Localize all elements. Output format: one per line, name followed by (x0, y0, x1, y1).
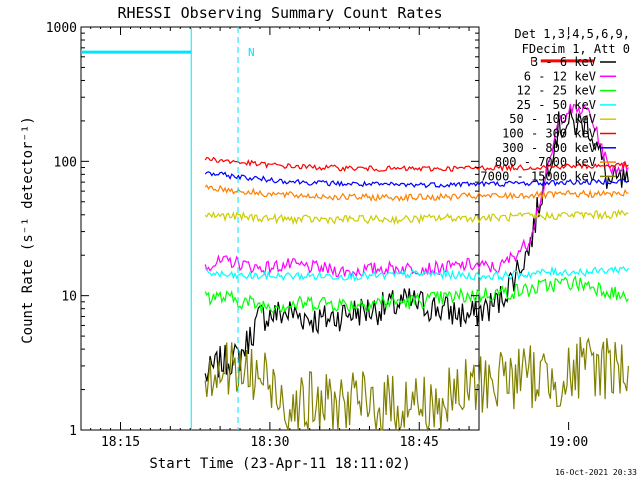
series-line (204, 156, 629, 173)
series-line (204, 208, 629, 226)
series-line (204, 108, 629, 382)
series-25-50-kev (204, 265, 629, 282)
series-line (204, 265, 629, 282)
plot-border (80, 26, 480, 431)
x-axis-label: Start Time (23-Apr-11 18:11:02) (149, 456, 410, 472)
series-line (204, 103, 629, 279)
series-line (204, 184, 629, 203)
series-line (204, 337, 629, 433)
series-100-300-kev (204, 156, 629, 173)
legend-entry-label: 800 - 7000 keV (495, 155, 596, 169)
flare-label: F (530, 55, 537, 68)
series-7000-15000-kev (204, 337, 629, 433)
chart-title: RHESSI Observing Summary Count Rates (117, 4, 442, 22)
x-tick-label: 18:15 (101, 435, 140, 450)
x-tick-label: 18:45 (400, 435, 439, 450)
annotation-layer: NSF (81, 27, 594, 430)
series-50-100-kev (204, 208, 629, 226)
legend-header-line-2: FDecim 1, Att 0 (522, 42, 630, 56)
y-tick-label: 1000 (46, 21, 77, 36)
series-6-12-kev (204, 103, 629, 279)
y-axis-label: Count Rate (s⁻¹ detector⁻¹) (20, 116, 36, 344)
footer-timestamp: 16-Oct-2021 20:33 (555, 468, 637, 477)
legend-header-line-1: Det 1,3,4,5,6,9, (514, 27, 630, 41)
series-12-25-kev (204, 274, 629, 315)
legend-entry-label: 300 - 800 keV (502, 141, 596, 155)
legend-entry-label: 25 - 50 keV (517, 98, 596, 112)
legend: Det 1,3,4,5,6,9, FDecim 1, Att 0 3 - 6 k… (480, 27, 630, 183)
y-tick-label: 10 (61, 290, 77, 305)
y-tick-label: 100 (54, 155, 77, 170)
night-label: N (248, 46, 255, 59)
series-line (204, 171, 629, 189)
series-line (204, 274, 629, 315)
legend-entry-label: 100 - 300 keV (502, 127, 596, 141)
series-800-7000-kev (204, 184, 629, 203)
x-tick-label: 18:30 (250, 435, 289, 450)
legend-entry-label: 50 - 100 keV (509, 112, 596, 126)
series-300-800-kev (204, 171, 629, 189)
axis-layer: 18:1518:3018:4519:0019:1519:3019:4511010… (46, 21, 589, 450)
x-tick-label: 19:00 (549, 435, 588, 450)
legend-entry-label: 12 - 25 keV (517, 84, 596, 98)
legend-entry-label: 3 - 6 keV (531, 55, 596, 69)
plot-frame (80, 26, 480, 431)
series-layer (204, 103, 629, 433)
y-tick-label: 1 (69, 424, 77, 439)
legend-entry-label: 6 - 12 keV (524, 69, 596, 83)
series-3-6-kev (204, 108, 629, 382)
legend-entry-label: 7000 - 15000 keV (480, 169, 596, 183)
